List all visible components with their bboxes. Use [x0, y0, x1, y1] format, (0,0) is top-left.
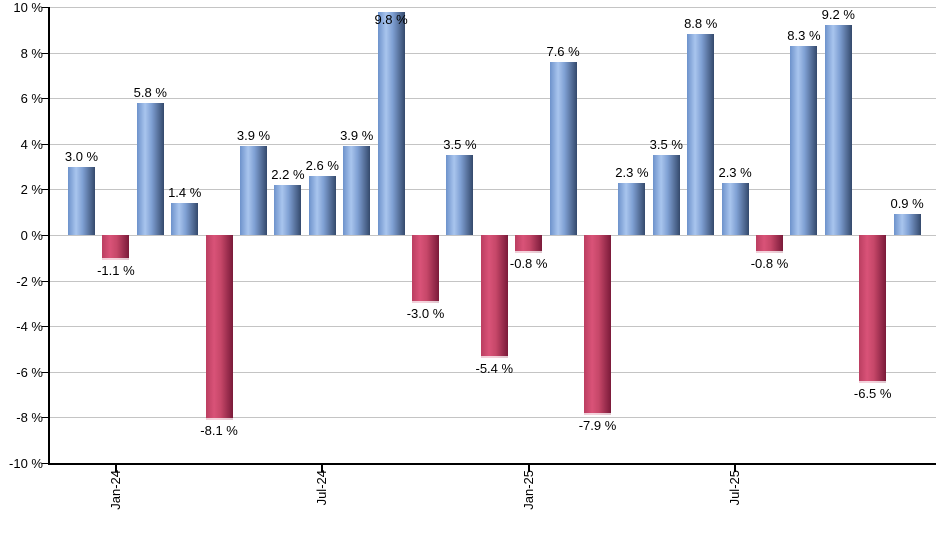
y-axis-label: -6 % — [16, 364, 43, 380]
bar-positive — [274, 184, 302, 235]
x-axis-label: Jan-24 — [107, 470, 123, 510]
x-axis-label: Jul-24 — [314, 470, 330, 506]
bar-positive — [343, 146, 371, 235]
bar-positive — [446, 155, 474, 235]
bar-value-label: 1.4 % — [168, 185, 202, 201]
bar-value-label: 3.9 % — [236, 128, 271, 144]
bar-negative — [756, 235, 783, 254]
bar-value-label: -0.8 % — [509, 256, 548, 272]
bar-positive — [893, 214, 921, 235]
gridline — [50, 7, 936, 8]
bar-positive — [308, 175, 336, 235]
bar-positive — [68, 166, 95, 235]
bar-value-label: 8.3 % — [787, 27, 821, 43]
y-axis-line — [48, 7, 50, 465]
bar-value-label: 0.9 % — [890, 196, 924, 212]
y-axis-tick — [42, 189, 48, 191]
bar-value-label: 7.6 % — [546, 43, 580, 59]
y-axis-tick — [42, 235, 48, 236]
y-axis-label: 2 % — [20, 182, 43, 198]
bar-negative — [859, 235, 887, 384]
bar-value-label: 2.6 % — [305, 157, 339, 173]
bar-value-label: 9.8 % — [374, 11, 408, 27]
bar-positive — [171, 203, 199, 235]
bar-negative — [515, 235, 543, 254]
x-axis-label: Jan-25 — [520, 470, 536, 510]
bar-value-label: 3.5 % — [649, 137, 683, 153]
bar-positive — [652, 155, 680, 235]
bar-value-label: 5.8 % — [133, 84, 167, 100]
y-axis-tick — [42, 7, 48, 8]
y-axis-tick — [42, 52, 48, 54]
gridline — [50, 189, 936, 191]
y-axis-label: 10 % — [13, 0, 43, 15]
y-axis-tick — [42, 463, 48, 464]
y-axis-tick — [42, 371, 48, 373]
y-axis-label: -8 % — [16, 410, 43, 426]
bar-positive — [687, 34, 715, 235]
bar-value-label: 3.0 % — [64, 148, 99, 164]
bar-negative — [412, 235, 439, 304]
bar-value-label: 2.3 % — [718, 164, 752, 180]
y-axis-label: 4 % — [20, 136, 43, 152]
bar-value-label: -8.1 % — [200, 422, 238, 438]
y-axis-label: -4 % — [16, 319, 43, 335]
y-axis-tick — [42, 98, 48, 100]
bar-value-label: 3.5 % — [443, 137, 477, 153]
bar-positive — [824, 25, 852, 235]
bar-positive — [136, 102, 164, 235]
y-axis-label: 8 % — [20, 45, 43, 61]
bar-value-label: 3.9 % — [340, 128, 374, 144]
x-axis-tick — [734, 465, 737, 472]
bar-positive — [549, 61, 577, 235]
x-axis-tick — [114, 465, 117, 472]
gridline — [50, 417, 936, 419]
bar-positive — [377, 11, 405, 235]
gridline — [50, 143, 936, 145]
bar-value-label: 2.3 % — [615, 164, 649, 180]
bar-negative — [205, 235, 233, 420]
gridline — [50, 371, 936, 373]
x-axis-line — [48, 463, 936, 465]
bar-positive — [618, 182, 646, 235]
bar-value-label: -1.1 % — [97, 263, 135, 279]
bar-value-label: 9.2 % — [821, 7, 855, 23]
bar-negative — [480, 235, 508, 359]
y-axis-tick — [42, 326, 48, 328]
bar-value-label: -6.5 % — [853, 386, 892, 402]
y-axis-tick — [42, 280, 48, 282]
bar-negative — [102, 235, 130, 261]
bar-value-label: -0.8 % — [750, 256, 789, 272]
x-axis-label: Jul-25 — [727, 470, 743, 506]
y-axis-label: -10 % — [9, 456, 43, 471]
bar-positive — [240, 146, 267, 235]
gridline — [50, 52, 936, 54]
bar-value-label: -5.4 % — [475, 361, 514, 377]
y-axis-label: -2 % — [16, 273, 43, 289]
y-axis-label: 0 % — [20, 228, 43, 243]
x-axis-tick — [527, 465, 530, 472]
bar-value-label: 8.8 % — [684, 16, 718, 32]
bar-value-label: -7.9 % — [578, 418, 617, 434]
y-axis-tick — [42, 417, 48, 419]
y-axis-tick — [42, 143, 48, 145]
x-axis-tick — [321, 465, 324, 472]
bar-value-label: 2.2 % — [271, 166, 305, 182]
bar-positive — [790, 45, 818, 235]
bar-positive — [721, 182, 749, 235]
y-axis-label: 6 % — [20, 91, 43, 107]
bar-value-label: -3.0 % — [406, 306, 445, 322]
bar-negative — [584, 235, 611, 416]
gridline — [50, 98, 936, 100]
